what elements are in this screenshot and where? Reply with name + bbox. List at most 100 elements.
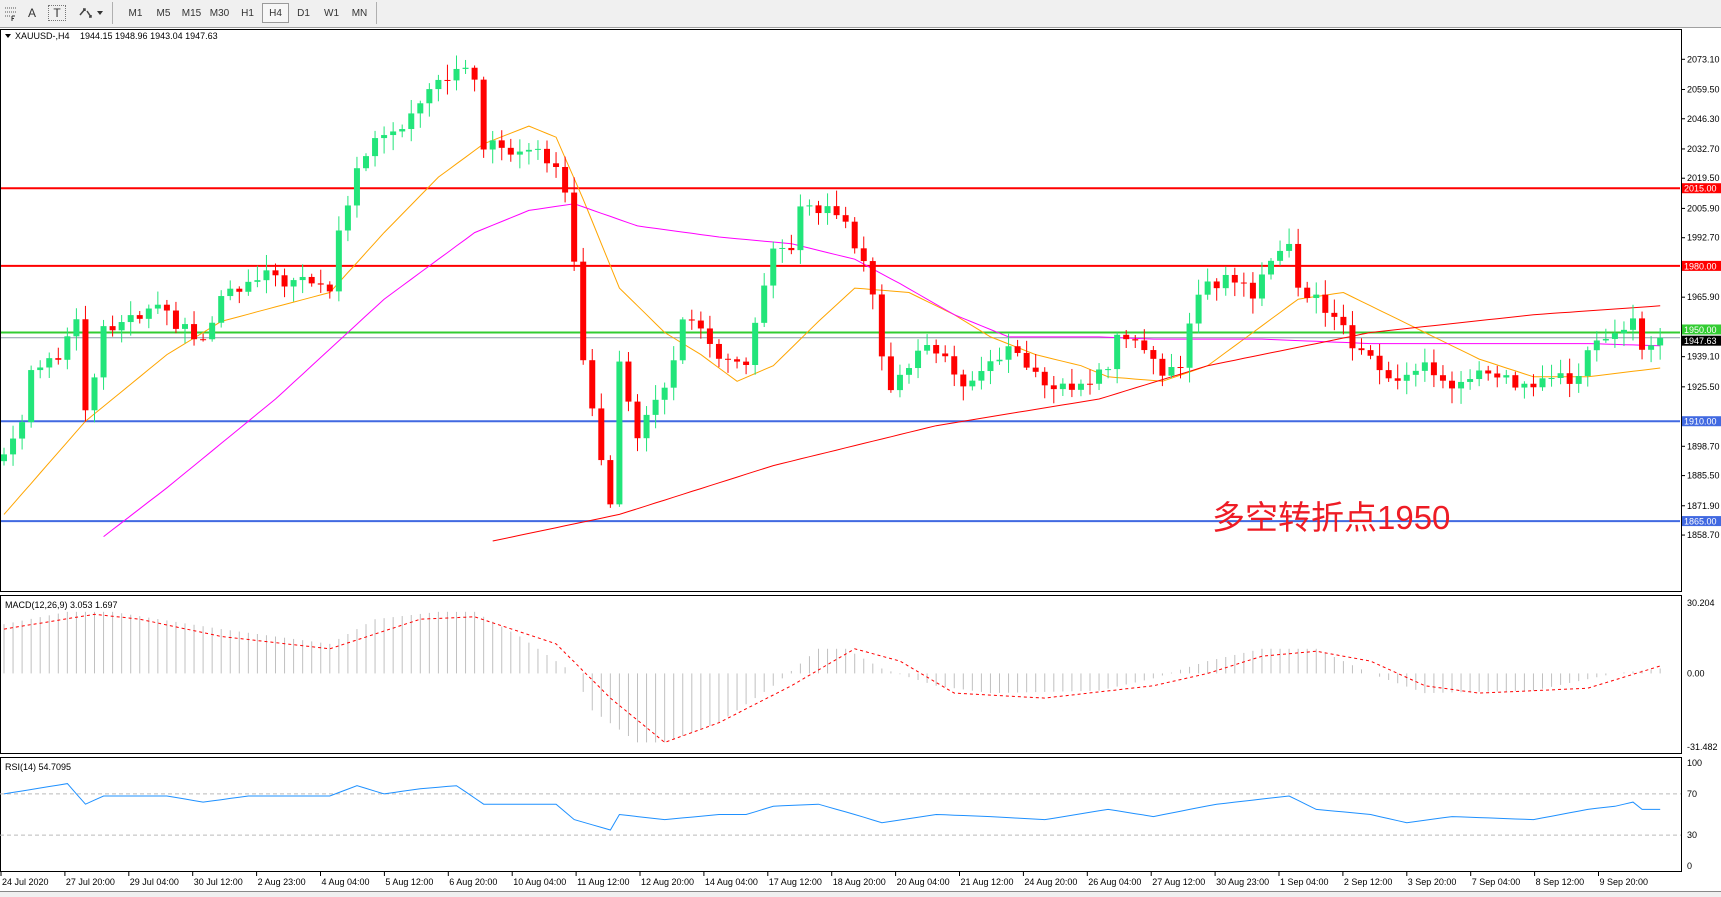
main-chart-panel	[0, 29, 1682, 592]
candle	[1295, 228, 1302, 297]
candle	[1231, 267, 1238, 297]
macd-signal-line	[3, 613, 1661, 743]
chart-area[interactable]: 2073.10 2059.50 2046.30 2032.70 2019.50 2005.…	[0, 28, 1721, 891]
candle	[118, 315, 125, 343]
candle	[743, 357, 750, 375]
time-axis-label: 2 Aug 23:00	[258, 877, 306, 887]
price-axis-label: 1898.70	[1687, 441, 1720, 451]
candle	[1077, 379, 1084, 397]
time-axis-label: 17 Aug 12:00	[769, 877, 822, 887]
candle	[544, 140, 550, 173]
candle	[1268, 257, 1274, 280]
timeframe-m15-button[interactable]: M15	[181, 7, 202, 19]
candle	[91, 373, 98, 423]
candle	[372, 130, 379, 167]
candle	[697, 311, 704, 339]
candle	[589, 348, 596, 417]
text-label-icon[interactable]: T	[48, 5, 66, 21]
candle	[1449, 371, 1455, 404]
rsi-axis-label: 70	[1687, 789, 1697, 799]
text-icon[interactable]: A	[27, 6, 36, 20]
candle	[806, 199, 813, 216]
candle	[571, 177, 578, 271]
candle	[480, 76, 487, 158]
candle	[960, 369, 967, 401]
timeframe-w1-button[interactable]: W1	[324, 7, 339, 19]
candle	[462, 59, 469, 74]
candle	[1602, 328, 1609, 343]
candle	[634, 394, 641, 452]
candle	[1286, 228, 1293, 258]
candle	[924, 334, 931, 355]
collapse-triangle-icon[interactable]	[5, 34, 11, 38]
candle	[761, 273, 768, 328]
candle	[191, 311, 198, 346]
candle	[381, 126, 388, 154]
candle	[824, 193, 831, 225]
candle	[1412, 363, 1419, 387]
candle	[661, 382, 668, 415]
candle	[1150, 345, 1157, 375]
macd-axis-label: -31.482	[1687, 742, 1718, 752]
arrows-icon[interactable]	[76, 3, 106, 23]
candle	[390, 122, 397, 151]
candle	[1005, 333, 1012, 373]
candle	[1639, 311, 1646, 360]
candle	[1512, 371, 1519, 391]
timeframe-m1-button[interactable]: M1	[128, 7, 143, 19]
candle	[1593, 331, 1600, 362]
candle	[1611, 319, 1618, 348]
timeframe-h4-button[interactable]: H4	[262, 3, 289, 23]
candle	[779, 239, 786, 263]
candle	[878, 284, 885, 371]
time-axis-label: 24 Jul 2020	[2, 877, 49, 887]
timeframe-h1-button[interactable]: H1	[241, 7, 254, 19]
time-axis-label: 26 Aug 04:00	[1088, 877, 1141, 887]
candle	[987, 349, 994, 385]
price-axis-label: 1992.70	[1687, 233, 1720, 243]
timeframe-m30-button[interactable]: M30	[209, 7, 230, 19]
candle	[553, 152, 560, 178]
candle	[1059, 378, 1066, 396]
time-axis-label: 2 Sep 12:00	[1344, 877, 1393, 887]
candle	[1032, 354, 1039, 378]
candle	[46, 352, 53, 378]
candle	[933, 339, 940, 364]
time-axis-label: 20 Aug 04:00	[897, 877, 950, 887]
price-tag	[1682, 335, 1721, 346]
timeframe-mn-button[interactable]: MN	[351, 7, 368, 19]
candle	[136, 311, 143, 324]
macd-label: MACD(12,26,9) 3.053 1.697	[5, 600, 118, 610]
time-axis-label: 4 Aug 04:00	[322, 877, 370, 887]
time-axis-label: 29 Jul 04:00	[130, 877, 179, 887]
candle	[725, 353, 731, 373]
candle	[1494, 365, 1501, 388]
candle	[299, 264, 306, 294]
candle	[399, 124, 406, 138]
candle	[154, 291, 161, 314]
fibonacci-fan-icon[interactable]	[2, 3, 20, 23]
timeframe-d1-button[interactable]: D1	[297, 7, 310, 19]
candle	[942, 345, 949, 363]
candle	[525, 143, 532, 165]
candle	[1657, 328, 1664, 360]
time-axis-label: 27 Jul 20:00	[66, 877, 115, 887]
candle	[643, 406, 650, 452]
candle	[507, 138, 514, 162]
ohlc-readout: 1944.15 1948.96 1943.04 1947.63	[80, 31, 218, 41]
candle	[1186, 312, 1193, 383]
candle	[562, 156, 569, 203]
candle	[1249, 272, 1256, 314]
rsi-label: RSI(14) 54.7095	[5, 762, 71, 772]
candle	[317, 269, 324, 293]
candle	[28, 365, 35, 428]
candle	[1430, 349, 1437, 388]
candle	[1105, 366, 1112, 379]
candle	[1439, 365, 1446, 389]
candle	[1177, 355, 1184, 379]
candle	[1322, 280, 1329, 327]
candle	[1168, 353, 1175, 379]
time-axis-label: 30 Jul 12:00	[194, 877, 243, 887]
price-axis-label: 1885.50	[1687, 471, 1720, 481]
timeframe-m5-button[interactable]: M5	[156, 7, 171, 19]
